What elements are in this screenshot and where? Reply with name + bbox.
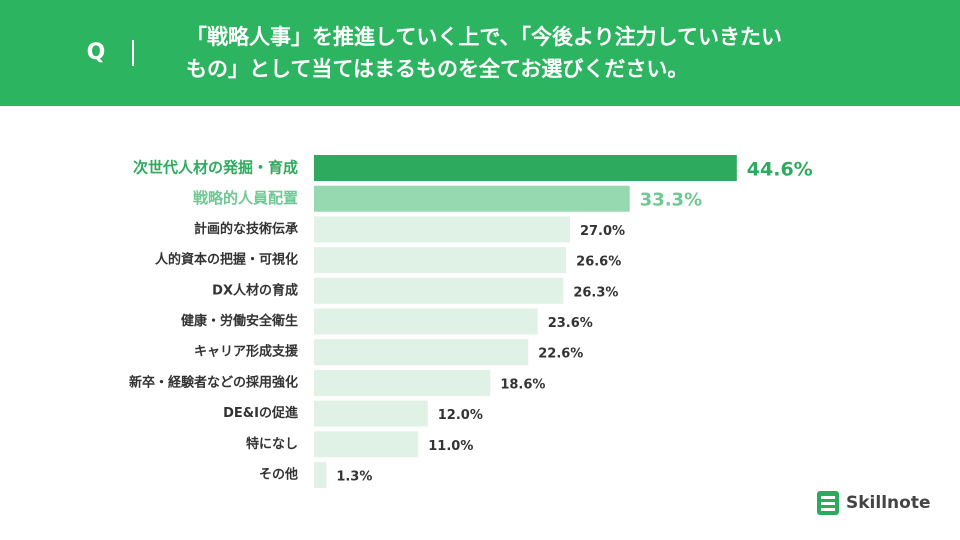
category-label: 健康・労働安全衛生	[181, 313, 298, 329]
value-label: 18.6%	[500, 377, 545, 392]
category-label: 計画的な技術伝承	[194, 221, 298, 237]
category-label: 戦略的人員配置	[193, 189, 298, 207]
logo-icon	[817, 491, 839, 515]
category-label: 新卒・経験者などの採用強化	[129, 374, 298, 390]
category-label: その他	[259, 467, 298, 483]
category-label: DX人材の育成	[212, 282, 298, 298]
category-label: DE&Iの促進	[223, 405, 298, 421]
value-label: 22.6%	[538, 347, 583, 362]
header-band	[0, 0, 960, 106]
bar	[314, 216, 570, 243]
bar	[314, 462, 327, 488]
bar	[314, 155, 737, 181]
bar	[314, 339, 529, 366]
value-label: 23.6%	[548, 316, 593, 331]
bar	[314, 308, 538, 335]
value-label: 26.6%	[576, 255, 621, 270]
value-label: 12.0%	[438, 408, 483, 423]
value-label: 33.3%	[640, 190, 702, 211]
value-label: 1.3%	[336, 470, 372, 485]
bar	[314, 247, 567, 274]
bar	[314, 400, 428, 427]
value-label: 11.0%	[428, 439, 473, 454]
category-label: キャリア形成支援	[194, 344, 299, 360]
category-label: 特になし	[246, 436, 298, 452]
bar	[314, 277, 564, 304]
value-label: 44.6%	[747, 159, 813, 181]
bar	[314, 431, 419, 458]
question-line: 「戦略人事」を推進していく上で、「今後より注力していきたい	[186, 25, 782, 49]
category-label: 人的資本の把握・可視化	[155, 252, 298, 268]
logo-text: Skillnote	[846, 493, 930, 513]
q-mark: Q	[87, 40, 106, 65]
value-label: 26.3%	[573, 285, 618, 300]
bar	[314, 185, 630, 212]
question-line: もの」として当てはまるものを全てお選びください。	[186, 57, 688, 81]
value-label: 27.0%	[580, 224, 625, 239]
bar	[314, 369, 491, 396]
category-label: 次世代人材の発掘・育成	[133, 159, 298, 177]
